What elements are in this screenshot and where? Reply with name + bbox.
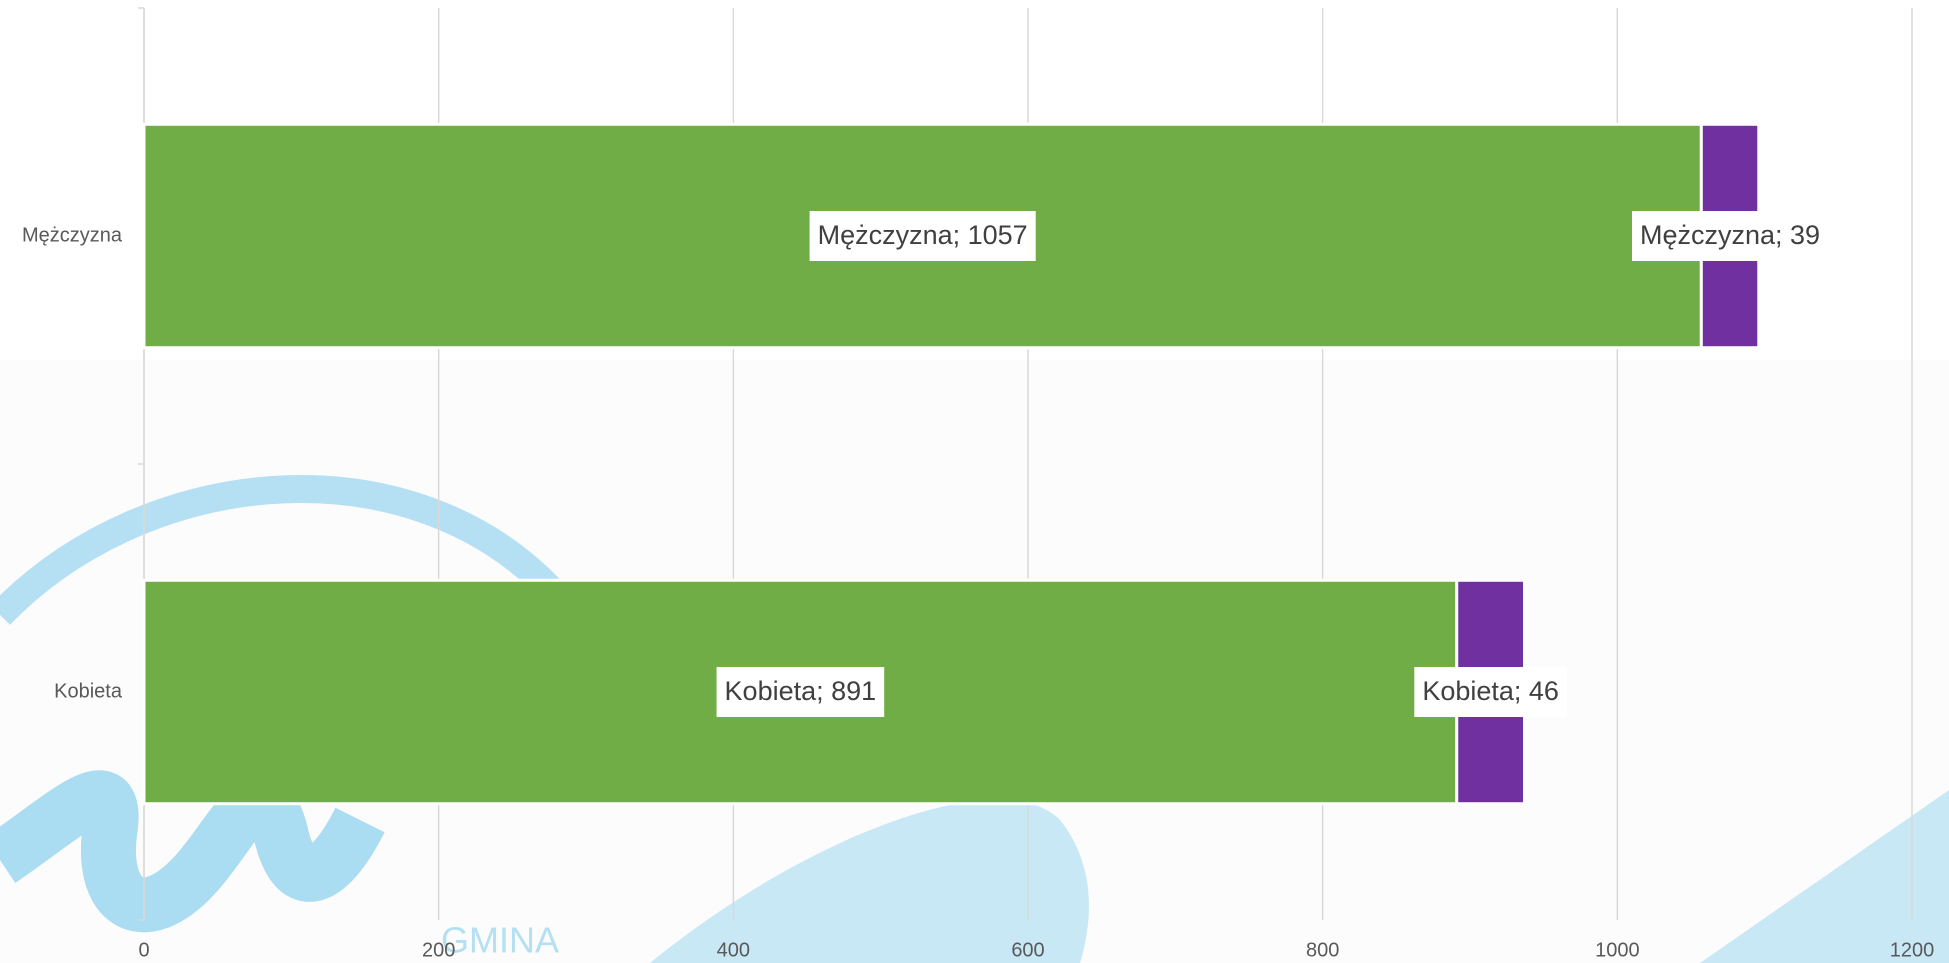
- watermark-wave: [0, 770, 385, 933]
- data-label: Mężczyzna; 1057: [818, 220, 1028, 250]
- watermark-arc: [0, 475, 571, 625]
- x-tick-label: 0: [138, 939, 149, 961]
- x-tick-label: 1200: [1890, 939, 1935, 961]
- y-tick-label: Kobieta: [54, 680, 123, 702]
- x-tick-label: 800: [1306, 939, 1339, 961]
- y-tick-label: Mężczyzna: [22, 224, 123, 246]
- x-tick-label: 1000: [1595, 939, 1640, 961]
- x-tick-label: 200: [422, 939, 455, 961]
- watermark-shape: [650, 799, 1089, 963]
- data-label-box: [1632, 211, 1829, 261]
- watermark-shape: [1700, 790, 1949, 963]
- data-label-box: [809, 211, 1036, 261]
- data-label-box: [716, 667, 885, 717]
- data-label: Kobieta; 891: [725, 676, 877, 706]
- data-label: Kobieta; 46: [1422, 676, 1559, 706]
- data-label-box: [1414, 667, 1567, 717]
- watermark-text: GMINA: [441, 920, 559, 961]
- x-tick-label: 600: [1011, 939, 1044, 961]
- x-tick-label: 400: [717, 939, 750, 961]
- data-label: Mężczyzna; 39: [1640, 220, 1820, 250]
